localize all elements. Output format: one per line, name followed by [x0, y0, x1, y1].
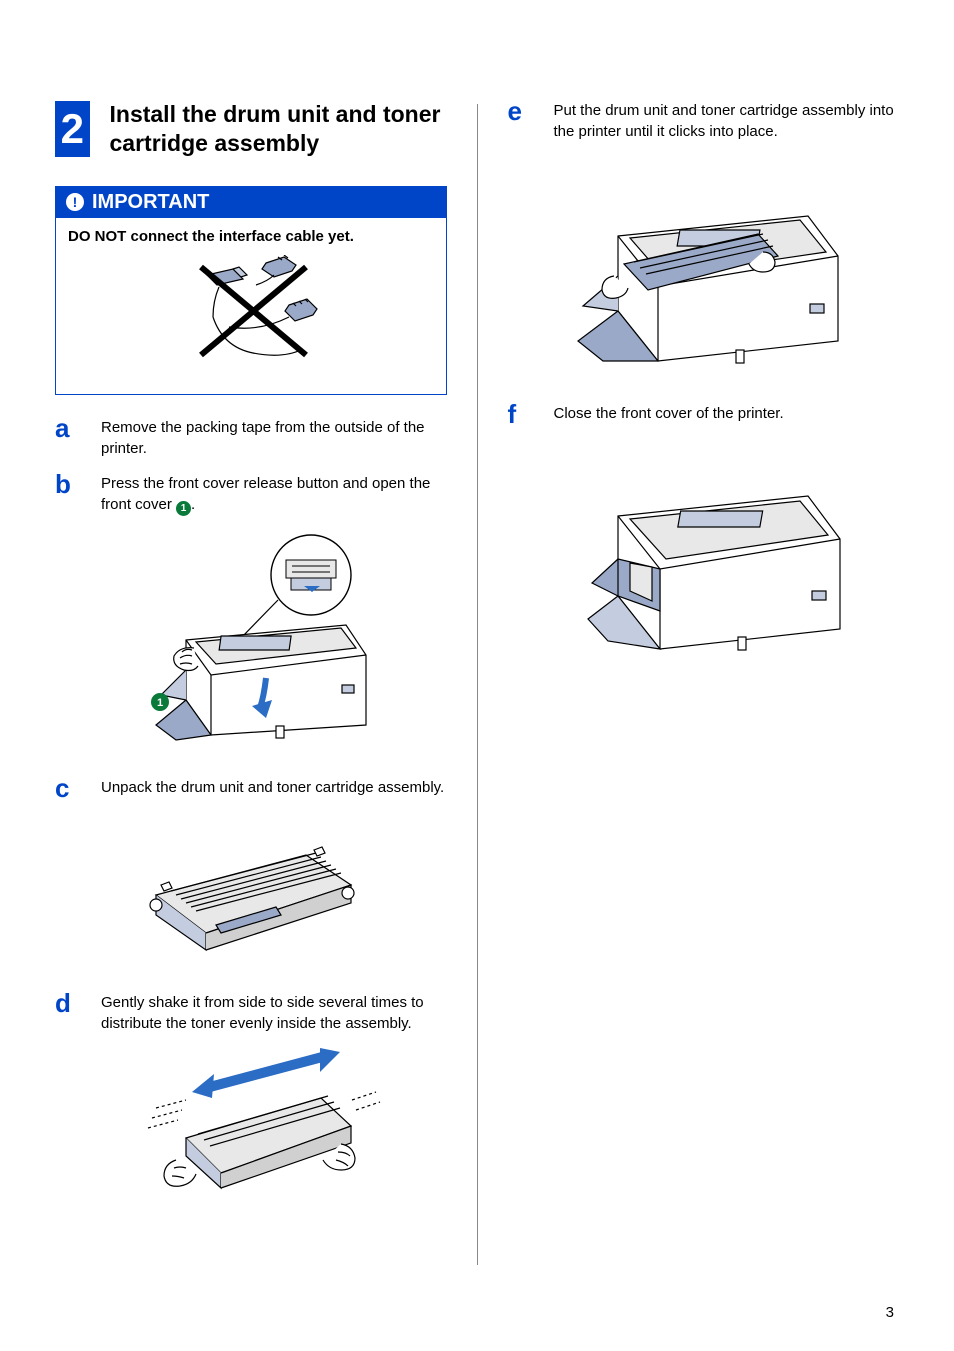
step-text: Gently shake it from side to side severa…	[101, 992, 447, 1034]
step-letter: f	[508, 401, 536, 427]
illustration-close-cover	[508, 441, 900, 666]
step-letter: d	[55, 990, 83, 1034]
illustration-open-cover: 1	[55, 530, 447, 755]
step-letter: c	[55, 775, 83, 801]
step-text: Remove the packing tape from the outside…	[101, 417, 447, 459]
illustration-toner-unpack	[55, 815, 447, 970]
step-letter: b	[55, 471, 83, 517]
right-column: e Put the drum unit and toner cartridge …	[508, 100, 900, 1265]
important-header: ! IMPORTANT	[56, 187, 446, 218]
page-content: 2 Install the drum unit and toner cartri…	[0, 0, 954, 1305]
section-number-badge: 2	[55, 101, 90, 157]
left-column: 2 Install the drum unit and toner cartri…	[55, 100, 447, 1265]
important-body: DO NOT connect the interface cable yet.	[56, 218, 446, 394]
step-f: f Close the front cover of the printer.	[508, 403, 900, 427]
step-text: Close the front cover of the printer.	[554, 403, 784, 427]
callout-marker-1: 1	[176, 501, 191, 516]
page-number: 3	[886, 1304, 894, 1321]
important-label: IMPORTANT	[92, 191, 209, 214]
step-text: Put the drum unit and toner cartridge as…	[554, 100, 900, 142]
illustration-shake-toner	[55, 1048, 447, 1243]
step-e: e Put the drum unit and toner cartridge …	[508, 100, 900, 142]
step-letter: a	[55, 415, 83, 459]
step-text: Press the front cover release button and…	[101, 473, 447, 517]
step-c: c Unpack the drum unit and toner cartrid…	[55, 777, 447, 801]
step-b-pre: Press the front cover release button and…	[101, 475, 430, 513]
step-letter: e	[508, 98, 536, 142]
step-a: a Remove the packing tape from the outsi…	[55, 417, 447, 459]
svg-text:1: 1	[157, 697, 163, 709]
step-b: b Press the front cover release button a…	[55, 473, 447, 517]
alert-icon: !	[66, 193, 84, 211]
illustration-insert-toner	[508, 156, 900, 381]
column-divider	[477, 104, 478, 1265]
important-callout: ! IMPORTANT DO NOT connect the interface…	[55, 186, 447, 395]
section-header: 2 Install the drum unit and toner cartri…	[55, 100, 447, 158]
section-title: Install the drum unit and toner cartridg…	[110, 100, 447, 158]
step-d: d Gently shake it from side to side seve…	[55, 992, 447, 1034]
no-cable-illustration	[171, 255, 331, 375]
step-b-post: .	[191, 496, 195, 513]
important-warning-text: DO NOT connect the interface cable yet.	[68, 228, 434, 245]
step-text: Unpack the drum unit and toner cartridge…	[101, 777, 444, 801]
